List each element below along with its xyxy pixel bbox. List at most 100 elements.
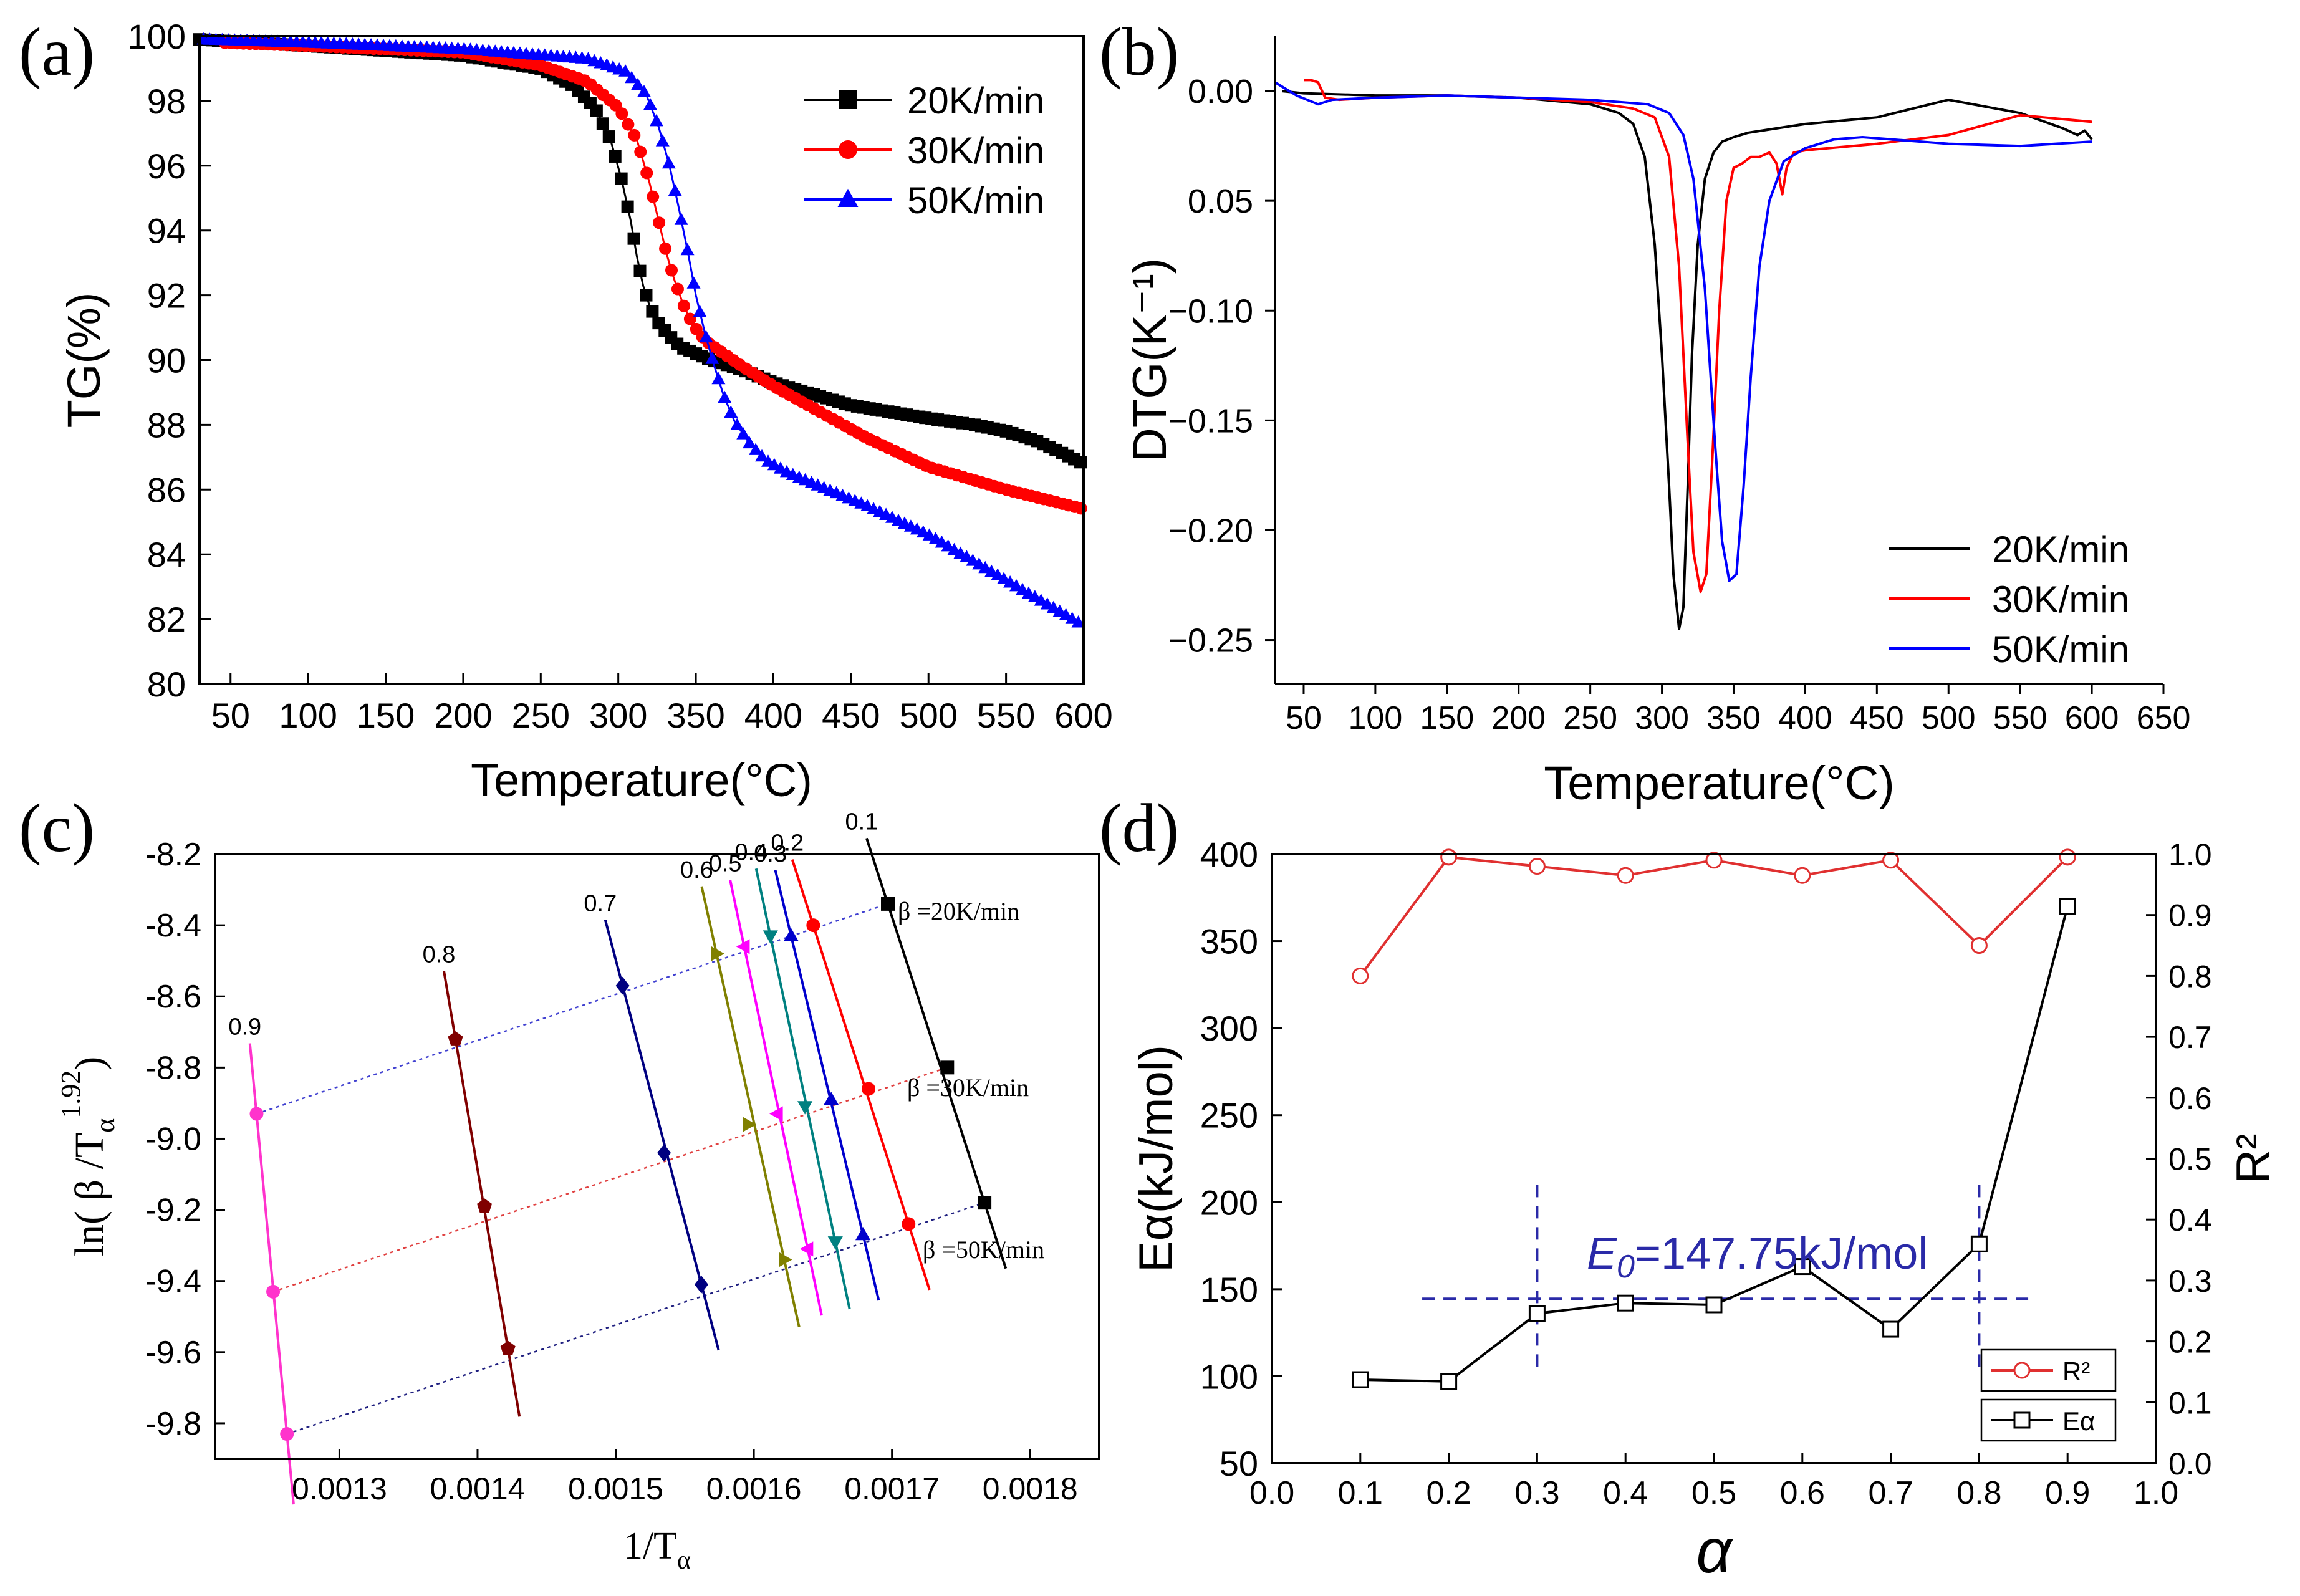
data-point [1617, 867, 1634, 884]
y-tick-label: -8.6 [145, 979, 201, 1015]
y-tick-label: 100 [1200, 1357, 1258, 1396]
legend-d: R² Eα [1980, 1348, 2117, 1442]
x-tick-label: 1.0 [2134, 1475, 2178, 1511]
y-tick-label: 94 [147, 211, 186, 251]
data-point [655, 134, 670, 147]
y-right-axis-label: R² [2227, 1133, 2280, 1183]
beta-guide-line [256, 903, 888, 1115]
data-point [711, 946, 724, 961]
data-point [621, 200, 634, 213]
legend-label: 50K/min [907, 180, 1044, 221]
panel-c-kinetic-plot: (c) 0.90.80.70.60.50.40.30.20.1 β =20K/m… [19, 790, 1100, 1575]
x-tick-label: 0.5 [1691, 1475, 1736, 1511]
data-point [2059, 898, 2076, 915]
data-point [590, 104, 603, 117]
data-point [622, 118, 635, 131]
data-point [662, 156, 676, 169]
e0-annotation-value: =147.75kJ/mol [1635, 1229, 1928, 1279]
x-tick-label: 400 [744, 696, 802, 735]
data-point [625, 70, 639, 84]
e0-annotation: E0=147.75kJ/mol [1587, 1229, 1928, 1285]
data-point [1794, 1258, 1811, 1276]
y-axis-label: TG(%) [58, 292, 110, 428]
y-tick-label: -9.8 [145, 1406, 201, 1442]
data-point [653, 216, 666, 229]
x-tick-label: 0.2 [1426, 1475, 1471, 1511]
conversion-0.4: 0.4 [734, 839, 851, 1310]
data-point [783, 928, 799, 941]
x-tick-label: 0.9 [2045, 1475, 2090, 1511]
legend-a: 20K/min 30K/min 50K/min [804, 80, 1044, 221]
data-point [1794, 867, 1811, 884]
panel-label-a: (a) [19, 14, 95, 90]
x-axis-label-subscript: α [677, 1546, 691, 1575]
y-axis-label-close: ) [67, 1057, 112, 1070]
legend-marker [839, 140, 857, 159]
series-line-20K-per-min [1282, 90, 2093, 630]
data-point [743, 1117, 756, 1132]
x-tick-label: 550 [1993, 700, 2047, 736]
y-right-tick-label: 0.0 [2168, 1446, 2212, 1481]
y-right-tick-label: 0.4 [2168, 1203, 2212, 1238]
data-point [763, 930, 778, 944]
y-tick-label: 50 [1220, 1444, 1258, 1483]
x-tick-label: 0.1 [1338, 1475, 1383, 1511]
x-tick-label: 200 [434, 696, 492, 735]
data-point [1528, 1305, 1546, 1322]
data-point [797, 1101, 813, 1115]
data-point [609, 150, 622, 163]
x-tick-label: 0.0015 [568, 1471, 663, 1506]
data-point [1617, 1294, 1634, 1312]
data-point [671, 282, 684, 296]
data-point [448, 1031, 463, 1046]
x-tick-label: 450 [822, 696, 880, 735]
data-point [649, 113, 663, 127]
data-point [743, 436, 757, 449]
data-point [1705, 852, 1723, 869]
data-point [861, 1082, 875, 1096]
data-point [694, 1276, 708, 1294]
y-axis-label-subscript: α [90, 1118, 120, 1133]
beta-label: β =30K/min [907, 1074, 1029, 1102]
data-point [1882, 852, 1900, 869]
alpha-label: 0.7 [584, 891, 617, 917]
data-point [647, 190, 660, 203]
data-point [881, 897, 895, 911]
legend-marker [2013, 1411, 2031, 1429]
y-right-tick-label: 0.3 [2168, 1264, 2212, 1299]
x-tick-label: 0.0018 [983, 1471, 1078, 1506]
x-tick-label: 0.0016 [706, 1471, 802, 1506]
data-point [280, 1427, 294, 1441]
data-point [940, 1060, 955, 1075]
x-tick-label: 300 [589, 696, 647, 735]
data-point [637, 85, 651, 97]
data-point [643, 97, 657, 110]
data-point [769, 1106, 783, 1122]
conversion-0.8: 0.8 [423, 941, 521, 1417]
x-tick-label: 150 [1420, 700, 1474, 736]
data-point [680, 243, 695, 256]
y-tick-label: 82 [147, 600, 186, 639]
data-point [749, 443, 763, 455]
y-tick-label: -9.6 [145, 1335, 201, 1371]
data-point [657, 1144, 671, 1162]
data-point [824, 1092, 839, 1105]
data-point [1440, 848, 1458, 866]
legend-label: R² [2062, 1357, 2090, 1386]
data-point [693, 305, 707, 317]
y-right-tick-label: 0.2 [2168, 1325, 2212, 1360]
data-point [1440, 1373, 1458, 1390]
legend-label: Eα [2062, 1406, 2095, 1436]
legend-label: 30K/min [1992, 579, 2129, 620]
conversion-0.6: 0.6 [680, 857, 801, 1327]
y-right-tick-label: 0.8 [2168, 959, 2212, 994]
data-point [249, 1107, 264, 1121]
data-point [646, 305, 659, 318]
x-tick-label: 600 [1054, 696, 1112, 735]
data-point [665, 264, 678, 277]
x-tick-label: 400 [1778, 700, 1832, 736]
alpha-label: 0.6 [680, 857, 713, 883]
data-point [2059, 848, 2076, 866]
data-point [1970, 1235, 1988, 1252]
x-tick-label: 0.7 [1868, 1475, 1913, 1511]
